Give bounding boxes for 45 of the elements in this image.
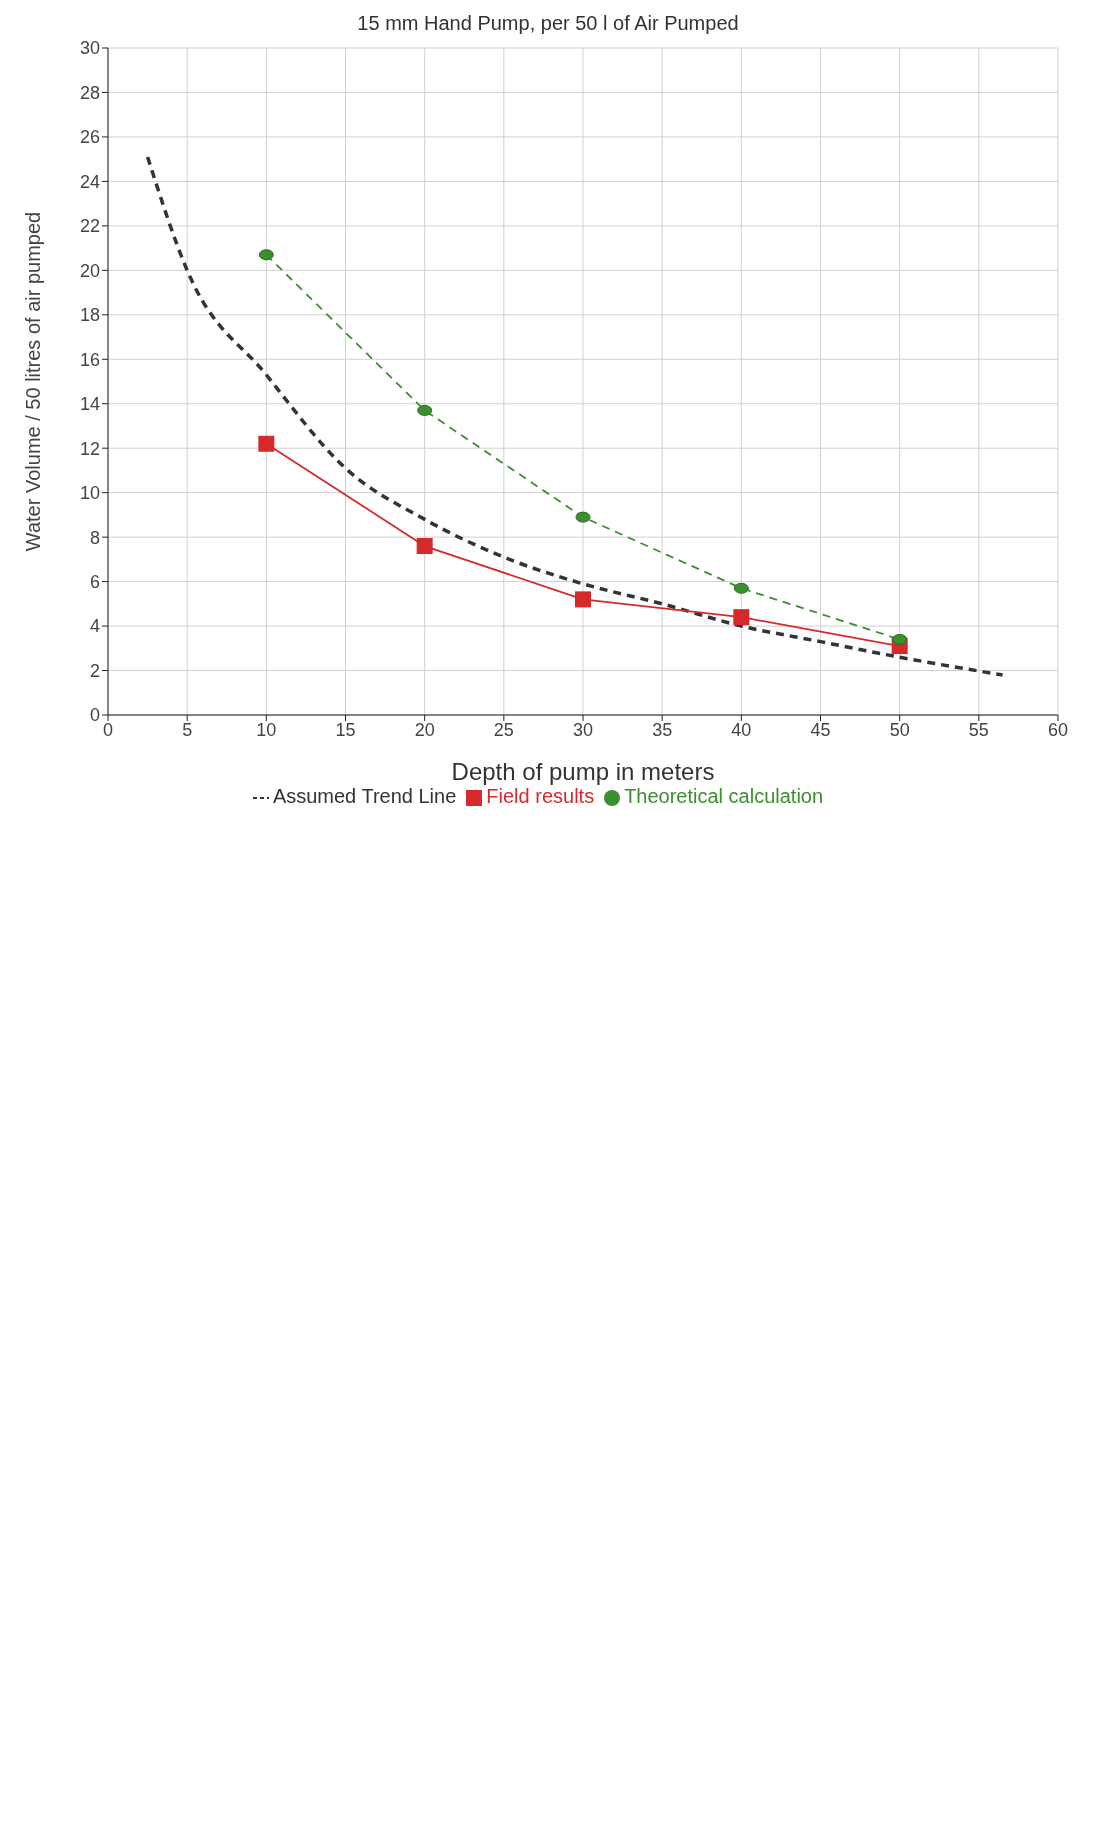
y-tick-label: 24 <box>79 171 100 192</box>
point <box>575 511 591 523</box>
point <box>417 404 433 416</box>
y-tick-label: 6 <box>89 571 100 592</box>
y-axis-title: Water Volume / 50 litres of air pumped <box>22 211 45 552</box>
point <box>575 591 591 608</box>
chart-title: 15 mm Hand Pump, per 50 l of Air Pumped <box>356 11 740 36</box>
point <box>258 435 275 452</box>
legend-label: Theoretical calculation <box>624 785 824 807</box>
x-axis-title: Depth of pump in meters <box>451 758 715 785</box>
x-tick-label: 60 <box>1047 719 1069 740</box>
y-tick-label: 2 <box>89 660 100 681</box>
x-tick-label: 30 <box>572 719 594 740</box>
x-tick-label: 55 <box>968 719 989 740</box>
y-tick-label: 0 <box>89 705 100 726</box>
x-tick-label: 35 <box>652 719 673 740</box>
y-tick-label: 16 <box>79 349 100 370</box>
x-tick-label: 15 <box>335 719 356 740</box>
x-tick-label: 10 <box>256 719 277 740</box>
y-tick-label: 26 <box>79 127 100 148</box>
x-tick-label: 20 <box>414 719 435 740</box>
y-tick-label: 4 <box>89 616 100 637</box>
y-tick-label: 8 <box>89 527 100 548</box>
y-tick-label: 30 <box>79 38 100 59</box>
point <box>733 609 750 626</box>
line-series <box>145 155 1005 677</box>
y-tick-label: 10 <box>79 483 100 504</box>
y-tick-label: 22 <box>79 216 100 237</box>
x-tick-label: 45 <box>810 719 831 740</box>
y-tick-label: 20 <box>79 260 100 281</box>
legend-label: Field results <box>486 785 595 807</box>
point <box>733 582 749 594</box>
y-tick-label: 18 <box>79 305 100 326</box>
y-tick-label: 14 <box>79 394 100 415</box>
x-tick-label: 50 <box>889 719 910 740</box>
point <box>258 249 274 261</box>
y-tick-label: 28 <box>79 82 100 103</box>
y-tick-label: 12 <box>79 438 100 459</box>
legend-label: Assumed Trend Line <box>272 785 457 807</box>
x-tick-label: 0 <box>102 719 114 740</box>
x-tick-label: 25 <box>493 719 514 740</box>
x-tick-label: 40 <box>731 719 752 740</box>
x-tick-label: 5 <box>182 719 193 740</box>
point <box>892 633 908 645</box>
point <box>416 538 433 555</box>
